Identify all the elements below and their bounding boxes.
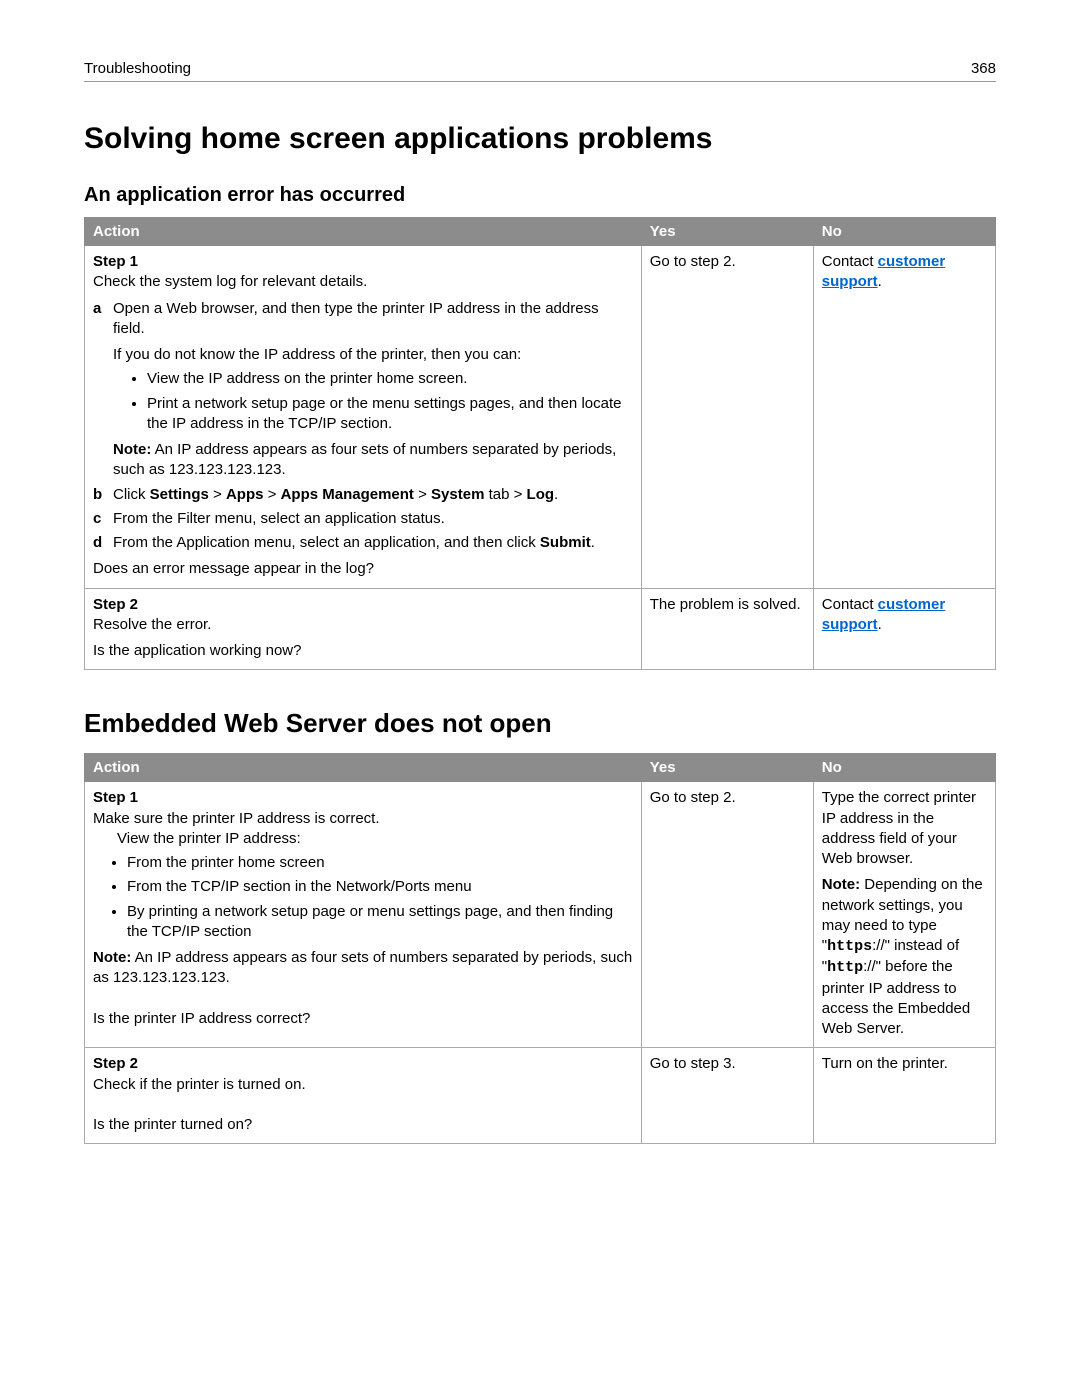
heading-1: Solving home screen applications problem… xyxy=(84,122,996,156)
cell-no: Turn on the printer. xyxy=(813,1048,995,1144)
bullet: From the TCP/IP section in the Network/P… xyxy=(127,877,633,897)
cell-no: Contact customer support. xyxy=(813,588,995,670)
step-label: Step 2 xyxy=(93,1054,633,1074)
th-no: No xyxy=(813,218,995,246)
step-desc: Make sure the printer IP address is corr… xyxy=(93,809,633,829)
th-no: No xyxy=(813,754,995,782)
table-ews: Action Yes No Step 1 Make sure the print… xyxy=(84,753,996,1144)
question: Is the printer turned on? xyxy=(93,1115,633,1135)
cell-action: Step 2 Resolve the error. Is the applica… xyxy=(85,588,642,670)
question: Does an error message appear in the log? xyxy=(93,559,633,579)
cell-action: Step 1 Check the system log for relevant… xyxy=(85,246,642,589)
bullet-list: From the printer home screen From the TC… xyxy=(93,853,633,942)
sub-text: If you do not know the IP address of the… xyxy=(113,345,633,365)
table-row: Step 1 Check the system log for relevant… xyxy=(85,246,996,589)
bullet: By printing a network setup page or menu… xyxy=(127,902,633,943)
list-key: b xyxy=(93,485,113,505)
list-key: c xyxy=(93,509,113,529)
list-val: Open a Web browser, and then type the pr… xyxy=(113,299,633,481)
table-row: Step 2 Check if the printer is turned on… xyxy=(85,1048,996,1144)
lettered-list: a Open a Web browser, and then type the … xyxy=(93,299,633,554)
cell-yes: Go to step 2. xyxy=(641,782,813,1048)
step-label: Step 1 xyxy=(93,788,633,808)
th-action: Action xyxy=(85,754,642,782)
bullet: From the printer home screen xyxy=(127,853,633,873)
list-val: From the Application menu, select an app… xyxy=(113,533,633,553)
step-label: Step 1 xyxy=(93,252,633,272)
cell-yes: Go to step 2. xyxy=(641,246,813,589)
no-text: Type the correct printer IP address in t… xyxy=(822,788,987,869)
header-section: Troubleshooting xyxy=(84,60,191,77)
list-val: From the Filter menu, select an applicat… xyxy=(113,509,633,529)
step-desc: Check the system log for relevant detail… xyxy=(93,272,633,292)
note: Note: An IP address appears as four sets… xyxy=(93,948,633,989)
cell-no: Contact customer support. xyxy=(813,246,995,589)
step-label: Step 2 xyxy=(93,595,633,615)
th-action: Action xyxy=(85,218,642,246)
table-app-error: Action Yes No Step 1 Check the system lo… xyxy=(84,217,996,670)
cell-yes: The problem is solved. xyxy=(641,588,813,670)
cell-action: Step 1 Make sure the printer IP address … xyxy=(85,782,642,1048)
step-desc: Resolve the error. xyxy=(93,615,633,635)
bullet-list: View the IP address on the printer home … xyxy=(113,369,633,434)
table-row: Step 2 Resolve the error. Is the applica… xyxy=(85,588,996,670)
cell-no: Type the correct printer IP address in t… xyxy=(813,782,995,1048)
heading-2: An application error has occurred xyxy=(84,184,996,207)
bullet: View the IP address on the printer home … xyxy=(147,369,633,389)
note: Note: An IP address appears as four sets… xyxy=(113,440,633,481)
list-val: Click Settings > Apps > Apps Management … xyxy=(113,485,633,505)
sub-text: View the printer IP address: xyxy=(117,829,633,849)
page-header: Troubleshooting 368 xyxy=(84,60,996,82)
th-yes: Yes xyxy=(641,218,813,246)
note: Note: Depending on the network settings,… xyxy=(822,875,987,1039)
table-row: Step 1 Make sure the printer IP address … xyxy=(85,782,996,1048)
question: Is the application working now? xyxy=(93,641,633,661)
heading-1b: Embedded Web Server does not open xyxy=(84,708,996,739)
th-yes: Yes xyxy=(641,754,813,782)
step-desc: Check if the printer is turned on. xyxy=(93,1075,633,1095)
cell-action: Step 2 Check if the printer is turned on… xyxy=(85,1048,642,1144)
cell-yes: Go to step 3. xyxy=(641,1048,813,1144)
question: Is the printer IP address correct? xyxy=(93,1009,633,1029)
list-key: d xyxy=(93,533,113,553)
header-page-number: 368 xyxy=(971,60,996,77)
list-key: a xyxy=(93,299,113,481)
page: Troubleshooting 368 Solving home screen … xyxy=(0,0,1080,1184)
bullet: Print a network setup page or the menu s… xyxy=(147,394,633,435)
